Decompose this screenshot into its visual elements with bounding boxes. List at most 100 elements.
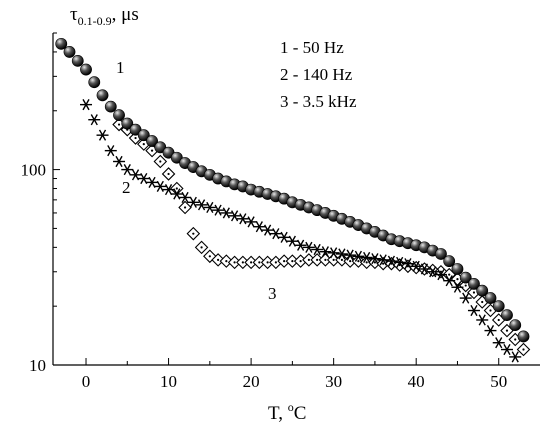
x-tick-label: 30 — [325, 372, 342, 391]
data-point-series-2 — [137, 172, 150, 185]
data-point-series-2 — [253, 221, 266, 233]
data-point-series-2 — [113, 155, 126, 168]
x-label-prefix: T, — [268, 403, 288, 424]
data-point-series-2 — [170, 188, 183, 200]
y-label-subscript: 0.1-0.9 — [78, 14, 112, 28]
data-point-series-2 — [80, 99, 93, 111]
data-point-series-2 — [261, 224, 274, 236]
data-point-series-2 — [335, 248, 348, 260]
data-point-series-3 — [219, 254, 234, 268]
data-point-series-1 — [104, 100, 117, 113]
data-point-series-2 — [121, 164, 134, 176]
data-point-series-2 — [278, 231, 291, 243]
data-point-series-2 — [492, 337, 505, 349]
data-point-series-2 — [401, 258, 414, 270]
data-point-series-2 — [236, 213, 249, 225]
data-point-series-2 — [484, 325, 497, 337]
data-point-series-2 — [443, 275, 456, 287]
data-point-series-1 — [71, 54, 84, 67]
data-point-series-1 — [137, 129, 150, 142]
data-point-series-1 — [121, 117, 134, 130]
data-point-series-2 — [426, 266, 439, 278]
data-point-series-3 — [194, 240, 209, 255]
data-point-series-1 — [129, 123, 142, 136]
data-point-series-1 — [459, 271, 472, 284]
data-point-series-2 — [344, 249, 357, 261]
y-axis-label: τ0.1-0.9, μs — [70, 4, 139, 28]
data-point-series-1 — [113, 109, 125, 122]
data-point-series-2 — [245, 216, 258, 228]
data-point-series-2 — [500, 343, 513, 356]
data-point-series-3 — [516, 342, 531, 357]
data-point-series-2 — [154, 180, 167, 192]
data-point-series-2 — [195, 199, 208, 211]
data-point-series-2 — [509, 351, 522, 363]
legend-item-1: 1 - 50 Hz — [280, 38, 344, 57]
y-tick-label: 100 — [21, 161, 47, 180]
data-point-series-3 — [186, 226, 201, 241]
data-point-series-1 — [154, 141, 167, 154]
data-point-series-1 — [517, 330, 530, 343]
data-point-series-1 — [96, 89, 109, 102]
data-point-series-2 — [286, 235, 299, 247]
series-label-1: 1 — [116, 58, 125, 77]
data-point-series-1 — [492, 300, 505, 313]
data-point-series-2 — [162, 184, 175, 196]
data-point-series-2 — [88, 114, 101, 126]
data-point-series-2 — [385, 255, 398, 267]
data-point-series-2 — [434, 269, 447, 281]
data-point-series-2 — [203, 201, 216, 214]
data-point-series-1 — [476, 284, 489, 297]
data-point-series-1 — [501, 309, 513, 322]
data-point-series-2 — [393, 256, 406, 268]
data-point-series-3 — [153, 154, 168, 169]
data-point-series-3 — [178, 200, 192, 215]
data-point-series-2 — [451, 281, 464, 293]
data-point-series-2 — [319, 246, 332, 258]
data-point-series-1 — [451, 263, 464, 275]
x-tick-label: 10 — [160, 372, 177, 391]
data-point-series-2 — [459, 292, 472, 304]
data-point-series-3 — [161, 167, 176, 181]
data-point-series-2 — [302, 241, 315, 253]
data-point-series-2 — [360, 251, 373, 264]
x-tick-label: 50 — [490, 372, 507, 391]
data-point-series-2 — [294, 239, 307, 251]
x-tick-label: 0 — [82, 372, 91, 391]
data-point-series-3 — [211, 253, 225, 267]
data-point-series-1 — [170, 151, 183, 164]
data-point-series-2 — [104, 145, 117, 157]
x-axis-label: T, oC — [268, 400, 306, 424]
data-point-series-2 — [476, 314, 489, 326]
data-point-series-1 — [88, 76, 101, 89]
series-label-3: 3 — [268, 284, 277, 303]
data-point-series-1 — [63, 46, 76, 58]
data-point-series-1 — [80, 63, 92, 76]
data-point-series-2 — [179, 191, 192, 204]
data-point-series-2 — [187, 196, 200, 208]
data-point-series-2 — [467, 304, 480, 317]
y-label-symbol: τ — [70, 4, 78, 25]
x-label-suffix: C — [294, 403, 307, 424]
data-point-series-1 — [484, 292, 497, 304]
x-tick-label: 20 — [243, 372, 260, 391]
data-point-series-2 — [327, 247, 340, 259]
data-point-series-2 — [269, 228, 282, 240]
data-point-series-2 — [410, 260, 423, 272]
legend-item-2: 2 - 140 Hz — [280, 65, 353, 84]
data-point-series-2 — [352, 250, 365, 262]
data-point-series-1 — [509, 319, 522, 332]
data-point-series-1 — [435, 248, 447, 260]
data-point-series-3 — [335, 253, 349, 267]
x-label-sup: o — [288, 400, 294, 414]
data-point-series-2 — [146, 176, 159, 188]
data-point-series-2 — [96, 129, 109, 141]
data-point-series-2 — [418, 263, 431, 275]
data-point-series-1 — [146, 135, 158, 147]
data-point-series-2 — [368, 253, 381, 265]
data-point-series-1 — [443, 255, 456, 268]
legend-item-3: 3 - 3.5 kHz — [280, 92, 357, 111]
x-tick-label: 40 — [408, 372, 425, 391]
data-point-series-2 — [212, 204, 225, 216]
